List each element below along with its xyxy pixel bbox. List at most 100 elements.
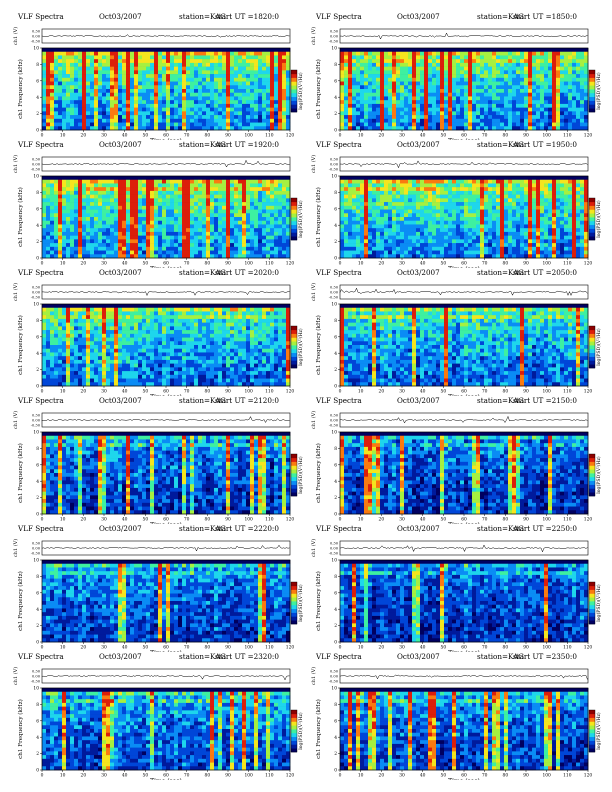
panel-station: station=KAG xyxy=(179,396,227,405)
y-tick-label: 8 xyxy=(36,447,39,452)
y-tick-label: 6 xyxy=(334,591,337,596)
y-tick-label: 2 xyxy=(36,112,39,117)
x-tick-label: 120 xyxy=(584,390,593,395)
y-axis-label: ch1 Frequency (kHz) xyxy=(315,699,322,759)
x-tick-label: 110 xyxy=(563,134,572,139)
panel-station: station=KAG xyxy=(477,652,525,661)
spectrogram-chart: 0.300.00-0.30 ch1 (V) 0 2 4 6 8 10 ch1 Frequency… xyxy=(12,27,304,140)
x-axis-label: Time (sec) xyxy=(448,650,480,652)
x-tick-label: 30 xyxy=(399,518,405,523)
x-axis-label: Time (sec) xyxy=(448,778,480,780)
x-tick-label: 0 xyxy=(339,774,342,779)
waveform-trace xyxy=(41,159,290,168)
x-tick-label: 10 xyxy=(358,774,364,779)
panel-date: Oct03/2007 xyxy=(99,396,142,405)
x-tick-label: 40 xyxy=(122,134,128,139)
x-tick-label: 110 xyxy=(265,134,274,139)
x-tick-label: 60 xyxy=(163,646,169,651)
spectrogram-chart: 0.300.00-0.30 ch1 (V) 0 2 4 6 8 10 ch1 Frequency… xyxy=(12,155,304,268)
y-tick-label: 10 xyxy=(331,175,337,180)
spectrogram-panel: VLF Spectra Oct03/2007 station=KAG start UT… xyxy=(8,396,306,524)
panel-station: station=KAG xyxy=(477,268,525,277)
y-tick-label: 4 xyxy=(334,480,337,485)
waveform-tick-label: -0.30 xyxy=(31,680,41,684)
x-tick-label: 100 xyxy=(542,518,551,523)
panel-title: VLF Spectra xyxy=(316,524,362,533)
panel-station: station=KAG xyxy=(179,268,227,277)
panel-date: Oct03/2007 xyxy=(397,140,440,149)
x-tick-label: 80 xyxy=(503,518,509,523)
panel-date: Oct03/2007 xyxy=(397,268,440,277)
x-tick-label: 30 xyxy=(399,774,405,779)
waveform-tick-label: -0.30 xyxy=(31,424,41,428)
y-tick-label: 6 xyxy=(36,79,39,84)
colorbar-label: log(PSD)(V²/Hz) xyxy=(297,200,304,238)
panel-date: Oct03/2007 xyxy=(99,140,142,149)
y-tick-label: 6 xyxy=(36,719,39,724)
x-tick-label: 10 xyxy=(358,390,364,395)
waveform-trace xyxy=(339,674,588,680)
y-axis-label: ch1 Frequency (kHz) xyxy=(17,443,24,503)
x-tick-label: 20 xyxy=(379,646,385,651)
waveform-tick-label: -0.30 xyxy=(329,40,339,44)
y-tick-label: 0 xyxy=(36,129,39,134)
spectrogram-image xyxy=(340,48,589,131)
waveform-axis-label: ch1 (V) xyxy=(310,155,317,173)
x-tick-label: 70 xyxy=(482,646,488,651)
spectrogram-panel: VLF Spectra Oct03/2007 station=KAG start UT… xyxy=(8,140,306,268)
x-axis-label: Time (sec) xyxy=(150,266,182,268)
panel-station: station=KAG xyxy=(477,524,525,533)
x-tick-label: 120 xyxy=(584,646,593,651)
spectrogram-image xyxy=(42,432,291,515)
waveform-tick-label: -0.30 xyxy=(31,552,41,556)
y-tick-label: 4 xyxy=(36,352,39,357)
waveform-tick-label: 0.00 xyxy=(330,35,339,39)
waveform-tick-label: 0.00 xyxy=(32,35,41,39)
y-axis-label: ch1 Frequency (kHz) xyxy=(17,315,24,375)
spectrogram-image xyxy=(42,48,291,131)
waveform-trace xyxy=(339,287,588,297)
spectrogram-chart: 0.300.00-0.30 ch1 (V) 0 2 4 6 8 10 ch1 Frequency… xyxy=(310,155,602,268)
x-tick-label: 100 xyxy=(542,134,551,139)
spectrogram-image xyxy=(340,688,589,771)
y-tick-label: 8 xyxy=(334,63,337,68)
spectrogram-chart: 0.300.00-0.30 ch1 (V) 0 2 4 6 8 10 ch1 Frequency… xyxy=(12,411,304,524)
x-tick-label: 40 xyxy=(420,646,426,651)
panel-title: VLF Spectra xyxy=(18,140,64,149)
waveform-axis-label: ch1 (V) xyxy=(12,539,19,557)
x-tick-label: 40 xyxy=(122,774,128,779)
y-tick-label: 2 xyxy=(36,624,39,629)
x-tick-label: 80 xyxy=(503,774,509,779)
panel-start-time: start UT =1950:0 xyxy=(513,140,577,149)
y-tick-label: 0 xyxy=(36,641,39,646)
x-tick-label: 40 xyxy=(420,774,426,779)
x-tick-label: 10 xyxy=(60,134,66,139)
waveform-tick-label: 0.30 xyxy=(32,542,41,546)
y-tick-label: 10 xyxy=(33,175,39,180)
x-tick-label: 20 xyxy=(379,134,385,139)
waveform-trace xyxy=(339,415,588,424)
spectrogram-chart: 0.300.00-0.30 ch1 (V) 0 2 4 6 8 10 ch1 Frequency… xyxy=(310,27,602,140)
x-tick-label: 20 xyxy=(81,646,87,651)
colorbar xyxy=(290,453,298,497)
y-tick-label: 10 xyxy=(331,47,337,52)
waveform-trace xyxy=(41,34,290,38)
waveform-trace xyxy=(339,32,588,40)
y-tick-label: 10 xyxy=(33,431,39,436)
x-tick-label: 110 xyxy=(265,518,274,523)
x-tick-label: 0 xyxy=(41,774,44,779)
y-tick-label: 2 xyxy=(36,368,39,373)
spectrogram-panel: VLF Spectra Oct03/2007 station=KAG start UT… xyxy=(306,268,604,396)
panel-start-time: start UT =2120:0 xyxy=(215,396,279,405)
waveform-axis-label: ch1 (V) xyxy=(12,411,19,429)
x-tick-label: 110 xyxy=(563,390,572,395)
waveform-tick-label: 0.30 xyxy=(330,670,339,674)
colorbar xyxy=(290,709,298,753)
x-tick-label: 20 xyxy=(81,518,87,523)
y-axis-label: ch1 Frequency (kHz) xyxy=(17,571,24,631)
x-tick-label: 90 xyxy=(225,646,231,651)
waveform-tick-label: 0.30 xyxy=(32,158,41,162)
waveform-tick-label: 0.30 xyxy=(32,414,41,418)
colorbar-label: log(PSD)(V²/Hz) xyxy=(595,584,602,622)
x-tick-label: 70 xyxy=(184,646,190,651)
